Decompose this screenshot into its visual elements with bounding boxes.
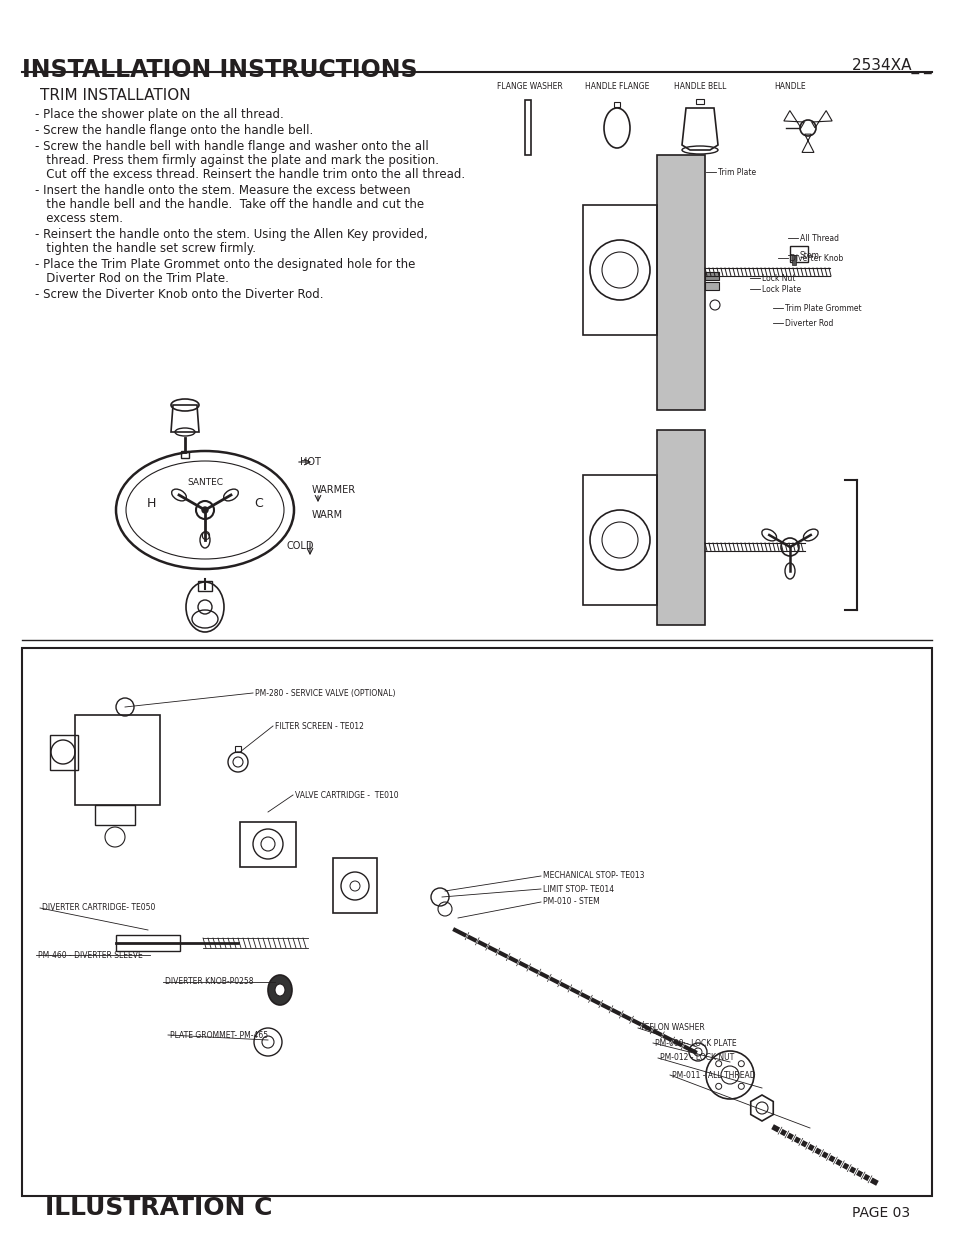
Text: tighten the handle set screw firmly.: tighten the handle set screw firmly.: [35, 242, 255, 254]
Text: excess stem.: excess stem.: [35, 212, 123, 225]
Text: Diverter Rod: Diverter Rod: [784, 319, 833, 327]
Text: DIVERTER CARTRIDGE- TE050: DIVERTER CARTRIDGE- TE050: [42, 904, 155, 913]
Text: TRIM INSTALLATION: TRIM INSTALLATION: [40, 88, 191, 103]
Text: ILLUSTRATION C: ILLUSTRATION C: [45, 1195, 273, 1220]
Text: PAGE 03: PAGE 03: [851, 1207, 909, 1220]
Text: Lock Plate: Lock Plate: [761, 284, 801, 294]
Bar: [181, 451, 189, 458]
Text: Trim Plate: Trim Plate: [718, 168, 756, 177]
Text: - Place the Trim Plate Grommet onto the designated hole for the: - Place the Trim Plate Grommet onto the …: [35, 258, 415, 270]
Ellipse shape: [268, 974, 292, 1005]
Text: VALVE CARTRIDGE -  TE010: VALVE CARTRIDGE - TE010: [294, 790, 398, 799]
Text: - Place the shower plate on the all thread.: - Place the shower plate on the all thre…: [35, 107, 283, 121]
Text: HANDLE: HANDLE: [774, 82, 805, 91]
Bar: [240, 823, 295, 867]
Text: HOT: HOT: [299, 457, 320, 467]
Text: FILTER SCREEN - TE012: FILTER SCREEN - TE012: [274, 721, 363, 730]
Bar: [75, 715, 160, 805]
Bar: [234, 746, 241, 752]
Bar: [657, 430, 704, 625]
Text: DIVERTER KNOB-P0258: DIVERTER KNOB-P0258: [165, 977, 253, 987]
Bar: [696, 99, 703, 104]
Bar: [333, 858, 376, 913]
Text: - Insert the handle onto the stem. Measure the excess between: - Insert the handle onto the stem. Measu…: [35, 184, 410, 198]
Text: SANTEC: SANTEC: [187, 478, 223, 487]
Text: PLATE GROMMET- PM-465: PLATE GROMMET- PM-465: [170, 1030, 268, 1040]
Bar: [704, 272, 719, 280]
Bar: [524, 100, 531, 156]
Text: Stem: Stem: [800, 251, 819, 259]
Text: the handle bell and the handle.  Take off the handle and cut the: the handle bell and the handle. Take off…: [35, 198, 424, 211]
Text: - Screw the Diverter Knob onto the Diverter Rod.: - Screw the Diverter Knob onto the Diver…: [35, 288, 323, 301]
Text: Cut off the excess thread. Reinsert the handle trim onto the all thread.: Cut off the excess thread. Reinsert the …: [35, 168, 465, 182]
Circle shape: [202, 508, 208, 513]
Text: PM-011 - ALL THREAD: PM-011 - ALL THREAD: [671, 1071, 755, 1079]
Text: All Thread: All Thread: [800, 233, 838, 242]
Text: - Reinsert the handle onto the stem. Using the Allen Key provided,: - Reinsert the handle onto the stem. Usi…: [35, 228, 427, 241]
Text: FLANGE WASHER: FLANGE WASHER: [497, 82, 562, 91]
Text: PM-009 - LOCK PLATE: PM-009 - LOCK PLATE: [655, 1039, 736, 1047]
Text: O: O: [200, 530, 210, 543]
Text: - Screw the handle bell with handle flange and washer onto the all: - Screw the handle bell with handle flan…: [35, 140, 428, 153]
Text: thread. Press them firmly against the plate and mark the position.: thread. Press them firmly against the pl…: [35, 154, 438, 167]
Text: Trim Plate Grommet: Trim Plate Grommet: [784, 304, 861, 312]
Text: 2534XA_ _: 2534XA_ _: [851, 58, 931, 74]
Text: Diverter Knob: Diverter Knob: [789, 253, 842, 263]
Bar: [614, 103, 619, 107]
Ellipse shape: [274, 984, 285, 995]
Text: PM-010 - STEM: PM-010 - STEM: [542, 898, 599, 906]
Bar: [582, 475, 657, 605]
Text: HANDLE BELL: HANDLE BELL: [673, 82, 725, 91]
Text: PM-012 - LOCK NUT: PM-012 - LOCK NUT: [659, 1053, 734, 1062]
Bar: [22, 648, 931, 1195]
Bar: [789, 246, 807, 262]
Text: Diverter Rod on the Trim Plate.: Diverter Rod on the Trim Plate.: [35, 272, 229, 285]
Text: INSTALLATION INSTRUCTIONS: INSTALLATION INSTRUCTIONS: [22, 58, 417, 82]
Bar: [582, 205, 657, 335]
Bar: [198, 580, 212, 592]
Text: PM-280 - SERVICE VALVE (OPTIONAL): PM-280 - SERVICE VALVE (OPTIONAL): [254, 688, 395, 698]
Text: LIMIT STOP- TE014: LIMIT STOP- TE014: [542, 884, 614, 893]
Text: TEFLON WASHER: TEFLON WASHER: [639, 1024, 704, 1032]
Text: WARM: WARM: [312, 510, 343, 520]
Text: MECHANICAL STOP- TE013: MECHANICAL STOP- TE013: [542, 872, 644, 881]
Bar: [116, 935, 180, 951]
Bar: [95, 805, 135, 825]
Text: Lock Nut: Lock Nut: [761, 273, 795, 283]
Bar: [657, 156, 704, 410]
Bar: [50, 735, 78, 769]
Text: HANDLE FLANGE: HANDLE FLANGE: [584, 82, 648, 91]
Text: C: C: [254, 496, 263, 510]
Bar: [704, 282, 719, 290]
Bar: [791, 254, 795, 266]
Text: H: H: [146, 496, 155, 510]
Text: PM-460 - DIVERTER SLEEVE: PM-460 - DIVERTER SLEEVE: [38, 951, 143, 960]
Text: WARMER: WARMER: [312, 485, 355, 495]
Text: COLD: COLD: [286, 541, 314, 551]
Text: - Screw the handle flange onto the handle bell.: - Screw the handle flange onto the handl…: [35, 124, 313, 137]
